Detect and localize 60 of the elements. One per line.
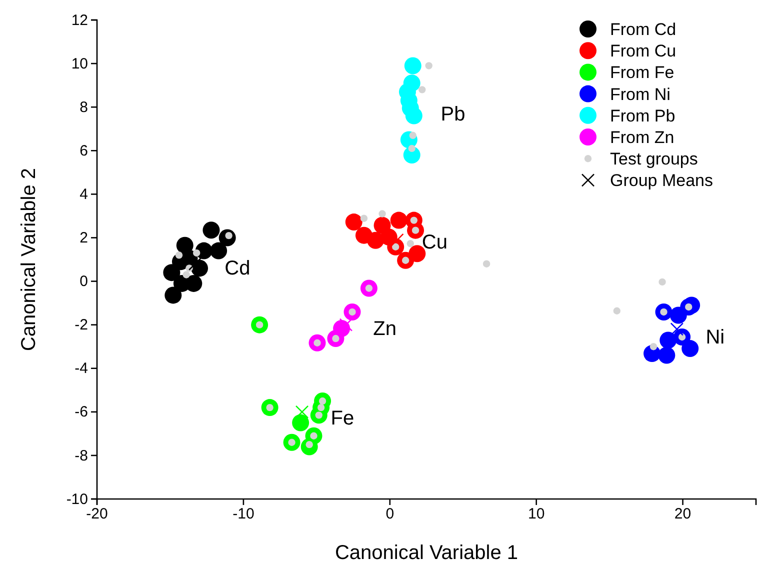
- legend-label: From Zn: [610, 128, 674, 147]
- point: [660, 332, 677, 349]
- x-tick-label: 0: [386, 506, 394, 523]
- point: [409, 132, 416, 139]
- legend-label: From Cd: [610, 20, 676, 39]
- point: [406, 240, 414, 248]
- x-tick-label: 10: [528, 506, 545, 523]
- point: [345, 214, 362, 231]
- y-tick-label: 10: [71, 55, 88, 72]
- annotation: Pb: [440, 104, 466, 126]
- point: [408, 144, 416, 152]
- y-tick-label: -8: [74, 447, 88, 464]
- point: [360, 214, 368, 222]
- y-tick-label: 0: [80, 273, 88, 290]
- point: [425, 62, 432, 70]
- y-tick-label: -2: [74, 316, 88, 334]
- point: [482, 260, 490, 268]
- point: [202, 222, 220, 239]
- y-tick-label: -4: [74, 360, 88, 378]
- point: [380, 228, 398, 246]
- legend-label: From Cu: [610, 42, 676, 61]
- legend-label: Test groups: [610, 150, 698, 169]
- point: [658, 278, 666, 286]
- point: [613, 307, 620, 314]
- y-tick-label: 8: [80, 98, 88, 116]
- point: [418, 86, 426, 94]
- point: [404, 57, 422, 74]
- annotation: Cu: [422, 232, 448, 254]
- y-tick-label: -10: [66, 490, 88, 508]
- point: [192, 249, 200, 257]
- y-tick-label: -6: [74, 404, 88, 421]
- y-tick-label: 2: [80, 230, 88, 247]
- point: [670, 306, 687, 324]
- point: [164, 286, 182, 304]
- annotation: Cd: [224, 257, 250, 280]
- point: [292, 414, 310, 432]
- x-tick-label: 20: [674, 506, 692, 523]
- y-axis-title: Canonical Variable 2: [18, 168, 40, 352]
- point: [390, 212, 408, 229]
- y-tick-label: 4: [80, 186, 88, 203]
- point: [175, 252, 183, 259]
- legend-label: From Ni: [610, 84, 670, 104]
- point: [210, 242, 228, 260]
- legend-label: From Pb: [610, 106, 676, 126]
- annotation: Ni: [706, 326, 725, 348]
- point: [367, 232, 384, 249]
- legend-label: From Fe: [610, 63, 674, 82]
- point: [682, 340, 699, 358]
- x-tick-label: -10: [232, 506, 254, 523]
- point: [650, 342, 658, 350]
- point: [658, 346, 676, 364]
- y-tick-label: 12: [71, 12, 88, 29]
- annotation: Fe: [330, 408, 354, 430]
- x-tick-label: -20: [86, 506, 108, 523]
- point: [182, 271, 190, 278]
- x-axis-title: Canonical Variable 1: [334, 542, 518, 564]
- y-tick-label: 6: [80, 142, 88, 160]
- legend-label: Group Means: [610, 171, 713, 190]
- point: [378, 210, 386, 218]
- annotation: Zn: [373, 318, 396, 340]
